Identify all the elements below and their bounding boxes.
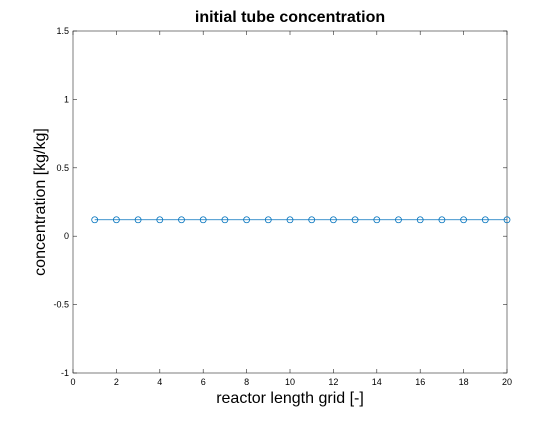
y-axis-label: concentration [kg/kg] [32, 128, 49, 276]
plot-area [72, 30, 508, 374]
data-point [243, 216, 251, 224]
data-point [395, 216, 402, 224]
series-group [91, 216, 511, 224]
x-tick-label: 18 [459, 377, 469, 387]
data-point [199, 216, 207, 224]
data-point [460, 216, 468, 224]
x-tick-label: 12 [328, 377, 338, 387]
x-tick-label: 8 [244, 377, 249, 387]
x-axis-label: reactor length grid [-] [216, 390, 364, 407]
data-point [308, 216, 316, 224]
x-tick-label: 6 [201, 377, 206, 387]
y-tick-label: -0.5 [53, 300, 69, 310]
data-point [156, 216, 164, 224]
y-tick-label: 0.5 [56, 163, 69, 173]
data-point [286, 216, 294, 224]
data-point [373, 216, 381, 224]
tick-group: 0 2 4 6 8 10 12 14 16 18 20 -1 -0.5 0 0.5 1 1.5 [53, 26, 512, 387]
chart-title: initial tube concentration [195, 9, 385, 26]
data-point [351, 216, 359, 224]
data-point [329, 216, 337, 224]
x-tick-label: 0 [70, 377, 75, 387]
data-point [503, 216, 511, 224]
data-point [416, 216, 424, 224]
data-point [438, 216, 446, 224]
x-tick-label: 20 [502, 377, 512, 387]
data-point [134, 216, 142, 224]
data-point [481, 216, 489, 224]
x-tick-label: 4 [157, 377, 162, 387]
x-tick-label: 10 [285, 377, 295, 387]
y-tick-label: -1 [61, 368, 69, 378]
data-point [221, 216, 229, 224]
data-point [113, 216, 120, 224]
y-tick-label: 1 [64, 94, 69, 104]
x-tick-label: 16 [415, 377, 425, 387]
data-point [91, 216, 99, 224]
y-tick-label: 1.5 [56, 26, 69, 36]
data-point [178, 216, 185, 224]
data-point [264, 216, 272, 224]
x-tick-label: 2 [114, 377, 119, 387]
x-tick-label: 14 [372, 377, 382, 387]
y-tick-label: 0 [64, 231, 69, 241]
